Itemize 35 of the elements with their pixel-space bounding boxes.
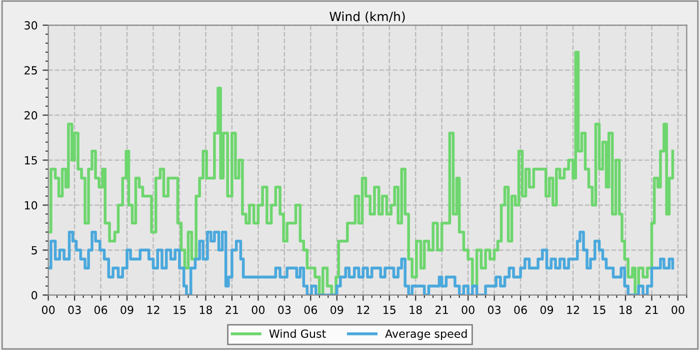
y-tick-label: 0 bbox=[32, 291, 38, 300]
x-tick-label: 09 bbox=[540, 306, 554, 314]
x-tick-label: 15 bbox=[174, 306, 186, 314]
y-tick-label: 5 bbox=[32, 246, 37, 254]
x-tick-label: 21 bbox=[226, 306, 238, 314]
chart-title: Wind (km/h) bbox=[330, 12, 405, 23]
x-tick-label: 06 bbox=[304, 306, 318, 314]
y-tick-label: 20 bbox=[24, 111, 38, 120]
y-tick-label: 25 bbox=[24, 66, 37, 75]
x-tick-label: 00 bbox=[42, 306, 55, 314]
x-tick-label: 15 bbox=[384, 306, 396, 314]
x-tick-label: 12 bbox=[357, 306, 370, 314]
legend-label: Wind Gust bbox=[269, 329, 326, 338]
x-tick-label: 21 bbox=[645, 306, 658, 314]
x-tick-label: 09 bbox=[120, 306, 134, 314]
x-tick-label: 12 bbox=[567, 306, 579, 314]
x-tick-label: 03 bbox=[278, 306, 291, 314]
x-tick-label: 00 bbox=[252, 306, 265, 314]
x-tick-label: 00 bbox=[462, 306, 474, 314]
x-tick-label: 21 bbox=[436, 306, 448, 314]
x-tick-label: 18 bbox=[620, 306, 632, 314]
y-tick-label: 30 bbox=[24, 21, 38, 30]
x-tick-label: 18 bbox=[410, 306, 422, 314]
y-tick-label: 10 bbox=[24, 201, 38, 210]
x-tick-label: 06 bbox=[94, 306, 108, 314]
y-tick-label: 15 bbox=[24, 156, 37, 165]
x-tick-label: 03 bbox=[488, 306, 500, 314]
x-tick-label: 00 bbox=[672, 306, 684, 314]
x-tick-label: 15 bbox=[593, 306, 606, 314]
x-tick-label: 18 bbox=[200, 306, 212, 314]
legend-label: Average speed bbox=[385, 329, 467, 340]
x-tick-label: 09 bbox=[330, 306, 344, 314]
x-tick-label: 03 bbox=[68, 306, 81, 314]
x-tick-label: 12 bbox=[147, 306, 160, 314]
x-tick-label: 06 bbox=[514, 306, 527, 314]
